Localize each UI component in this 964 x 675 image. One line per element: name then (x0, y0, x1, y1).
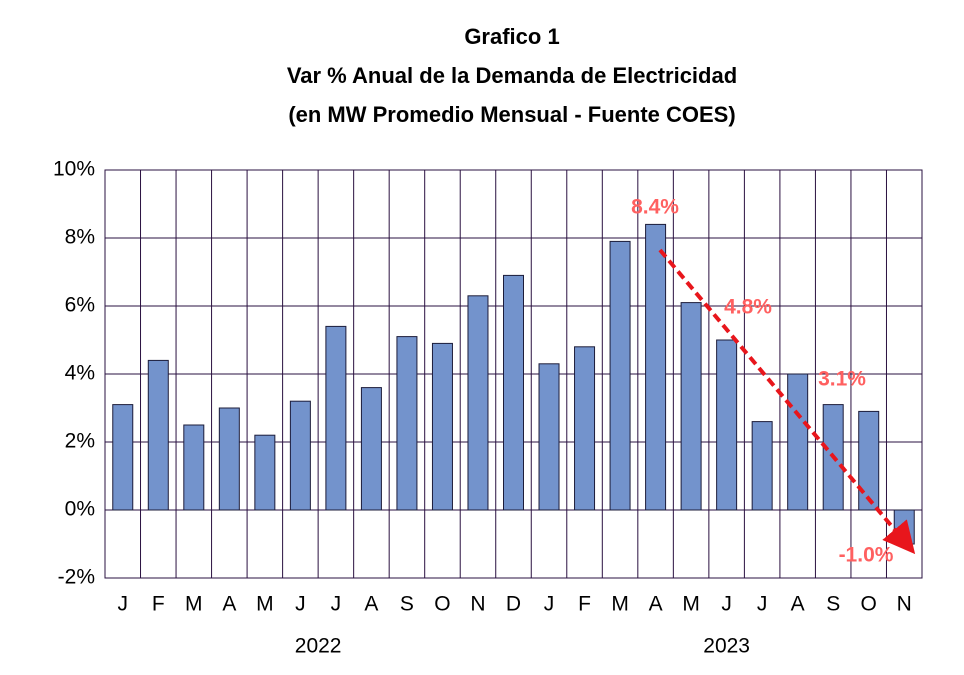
x-tick-label: A (649, 593, 663, 616)
x-tick-label: M (185, 593, 203, 616)
bar (609, 240, 631, 511)
y-tick-label: 8% (65, 226, 95, 249)
chart-title: Grafico 1 (464, 24, 559, 49)
x-group-label: 2022 (295, 635, 342, 658)
bar (645, 223, 667, 511)
x-tick-label: S (400, 593, 414, 616)
annotation: 8.4% (631, 196, 679, 219)
x-tick-label: A (222, 593, 236, 616)
bar (858, 410, 880, 511)
x-tick-label: F (152, 593, 165, 616)
bar (254, 434, 276, 511)
x-tick-label: M (682, 593, 700, 616)
bar (396, 336, 418, 511)
bar (751, 421, 773, 511)
bar (538, 363, 560, 511)
x-tick-label: O (861, 593, 877, 616)
x-tick-label: O (434, 593, 450, 616)
x-tick-label: N (897, 593, 912, 616)
x-tick-label: J (757, 593, 768, 616)
bar (787, 373, 809, 511)
y-tick-label: 10% (53, 158, 95, 181)
x-tick-label: A (791, 593, 805, 616)
x-tick-label: D (506, 593, 521, 616)
x-tick-label: J (295, 593, 306, 616)
y-tick-label: 4% (65, 362, 95, 385)
bar (680, 302, 702, 511)
y-tick-label: -2% (58, 566, 95, 589)
plot-area: -2%0%2%4%6%8%10%J F M A M J J A S O N D J F M A M J J A S O N2… (53, 158, 923, 658)
annotation: 3.1% (818, 368, 866, 391)
bar (467, 295, 489, 511)
y-tick-label: 2% (65, 430, 95, 453)
bar (218, 407, 240, 511)
x-tick-label: N (470, 593, 485, 616)
x-tick-label: M (256, 593, 274, 616)
bar (325, 325, 347, 511)
bar (431, 342, 453, 511)
bar (289, 400, 311, 511)
bar (716, 339, 738, 511)
bar (574, 346, 596, 511)
chart-title: Var % Anual de la Demanda de Electricida… (287, 63, 737, 88)
trend-arrow (658, 248, 916, 555)
x-tick-label: J (331, 593, 342, 616)
y-tick-label: 6% (65, 294, 95, 317)
x-tick-label: J (721, 593, 732, 616)
bar (183, 424, 205, 511)
bar (360, 387, 382, 511)
x-tick-label: J (118, 593, 129, 616)
x-tick-label: A (364, 593, 378, 616)
x-group-label: 2023 (703, 635, 750, 658)
bar (503, 274, 524, 511)
x-tick-label: J (544, 593, 555, 616)
annotation: 4.8% (724, 296, 772, 319)
bar (147, 359, 169, 511)
bar (112, 404, 134, 511)
y-tick-label: 0% (65, 498, 95, 521)
annotation: -1.0% (839, 544, 894, 567)
x-tick-label: S (826, 593, 840, 616)
x-tick-label: F (578, 593, 591, 616)
chart-title: (en MW Promedio Mensual - Fuente COES) (288, 102, 735, 127)
x-tick-label: M (611, 593, 629, 616)
